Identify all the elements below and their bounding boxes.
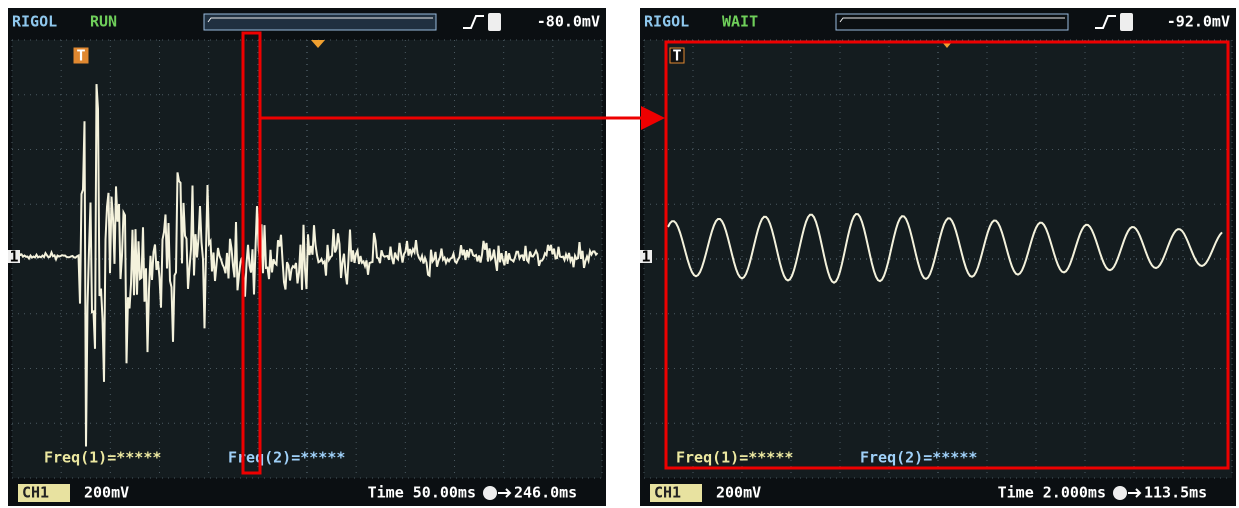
run-status: WAIT (722, 13, 758, 31)
waveform (667, 212, 1223, 284)
trigger-marker: T (672, 47, 681, 65)
offset-icon (1113, 486, 1127, 500)
memory-wave (839, 17, 1065, 23)
trigger-edge-icon (1095, 15, 1116, 29)
memory-wave (207, 17, 433, 23)
channel-marker: 1 (641, 248, 650, 266)
scope-screen: RIGOL RUN -80.0mV T 1 Freq(1)=***** Freq(2)=**… (8, 8, 606, 506)
offset: 246.0ms (514, 484, 577, 502)
brand: RIGOL (644, 13, 689, 31)
offset-arrow (1128, 488, 1142, 498)
channel-marker-box (640, 250, 652, 263)
timebase: Time 50.00ms (368, 484, 476, 502)
offset-arrow (498, 488, 512, 498)
trigger-level: -92.0mV (1167, 13, 1230, 31)
channel-marker: 1 (9, 248, 18, 266)
zoom-region (241, 31, 262, 475)
memory-bar (203, 13, 437, 31)
channel-badge (650, 484, 702, 502)
channel-badge (18, 484, 70, 502)
freq-2: Freq(2)=***** (228, 449, 345, 467)
source-icon (1120, 13, 1133, 31)
freq-2: Freq(2)=***** (860, 449, 977, 467)
memory-bar (835, 13, 1069, 31)
timebase: Time 2.000ms (998, 484, 1106, 502)
volts-div: 200mV (716, 484, 761, 502)
zoom-frame (664, 40, 1230, 470)
trigger-level: -80.0mV (537, 13, 600, 31)
trigger-marker: T (76, 47, 85, 65)
scope-screen: RIGOL WAIT -92.0mV T 1 Freq(1)=***** Freq(2)=*… (640, 8, 1236, 506)
channel: CH1 (22, 484, 49, 502)
run-status: RUN (90, 13, 117, 31)
waveform (19, 84, 599, 447)
freq-1: Freq(1)=***** (44, 449, 161, 467)
trigger-marker-box (669, 47, 685, 64)
source-icon (488, 13, 501, 31)
trigger-marker-box (73, 47, 89, 64)
offset-icon (483, 486, 497, 500)
brand: RIGOL (12, 13, 57, 31)
channel-marker-box (8, 250, 20, 263)
trigger-edge-icon (463, 15, 484, 29)
trigger-pos (311, 40, 325, 48)
offset: 113.5ms (1144, 484, 1207, 502)
volts-div: 200mV (84, 484, 129, 502)
freq-1: Freq(1)=***** (676, 449, 793, 467)
channel: CH1 (654, 484, 681, 502)
